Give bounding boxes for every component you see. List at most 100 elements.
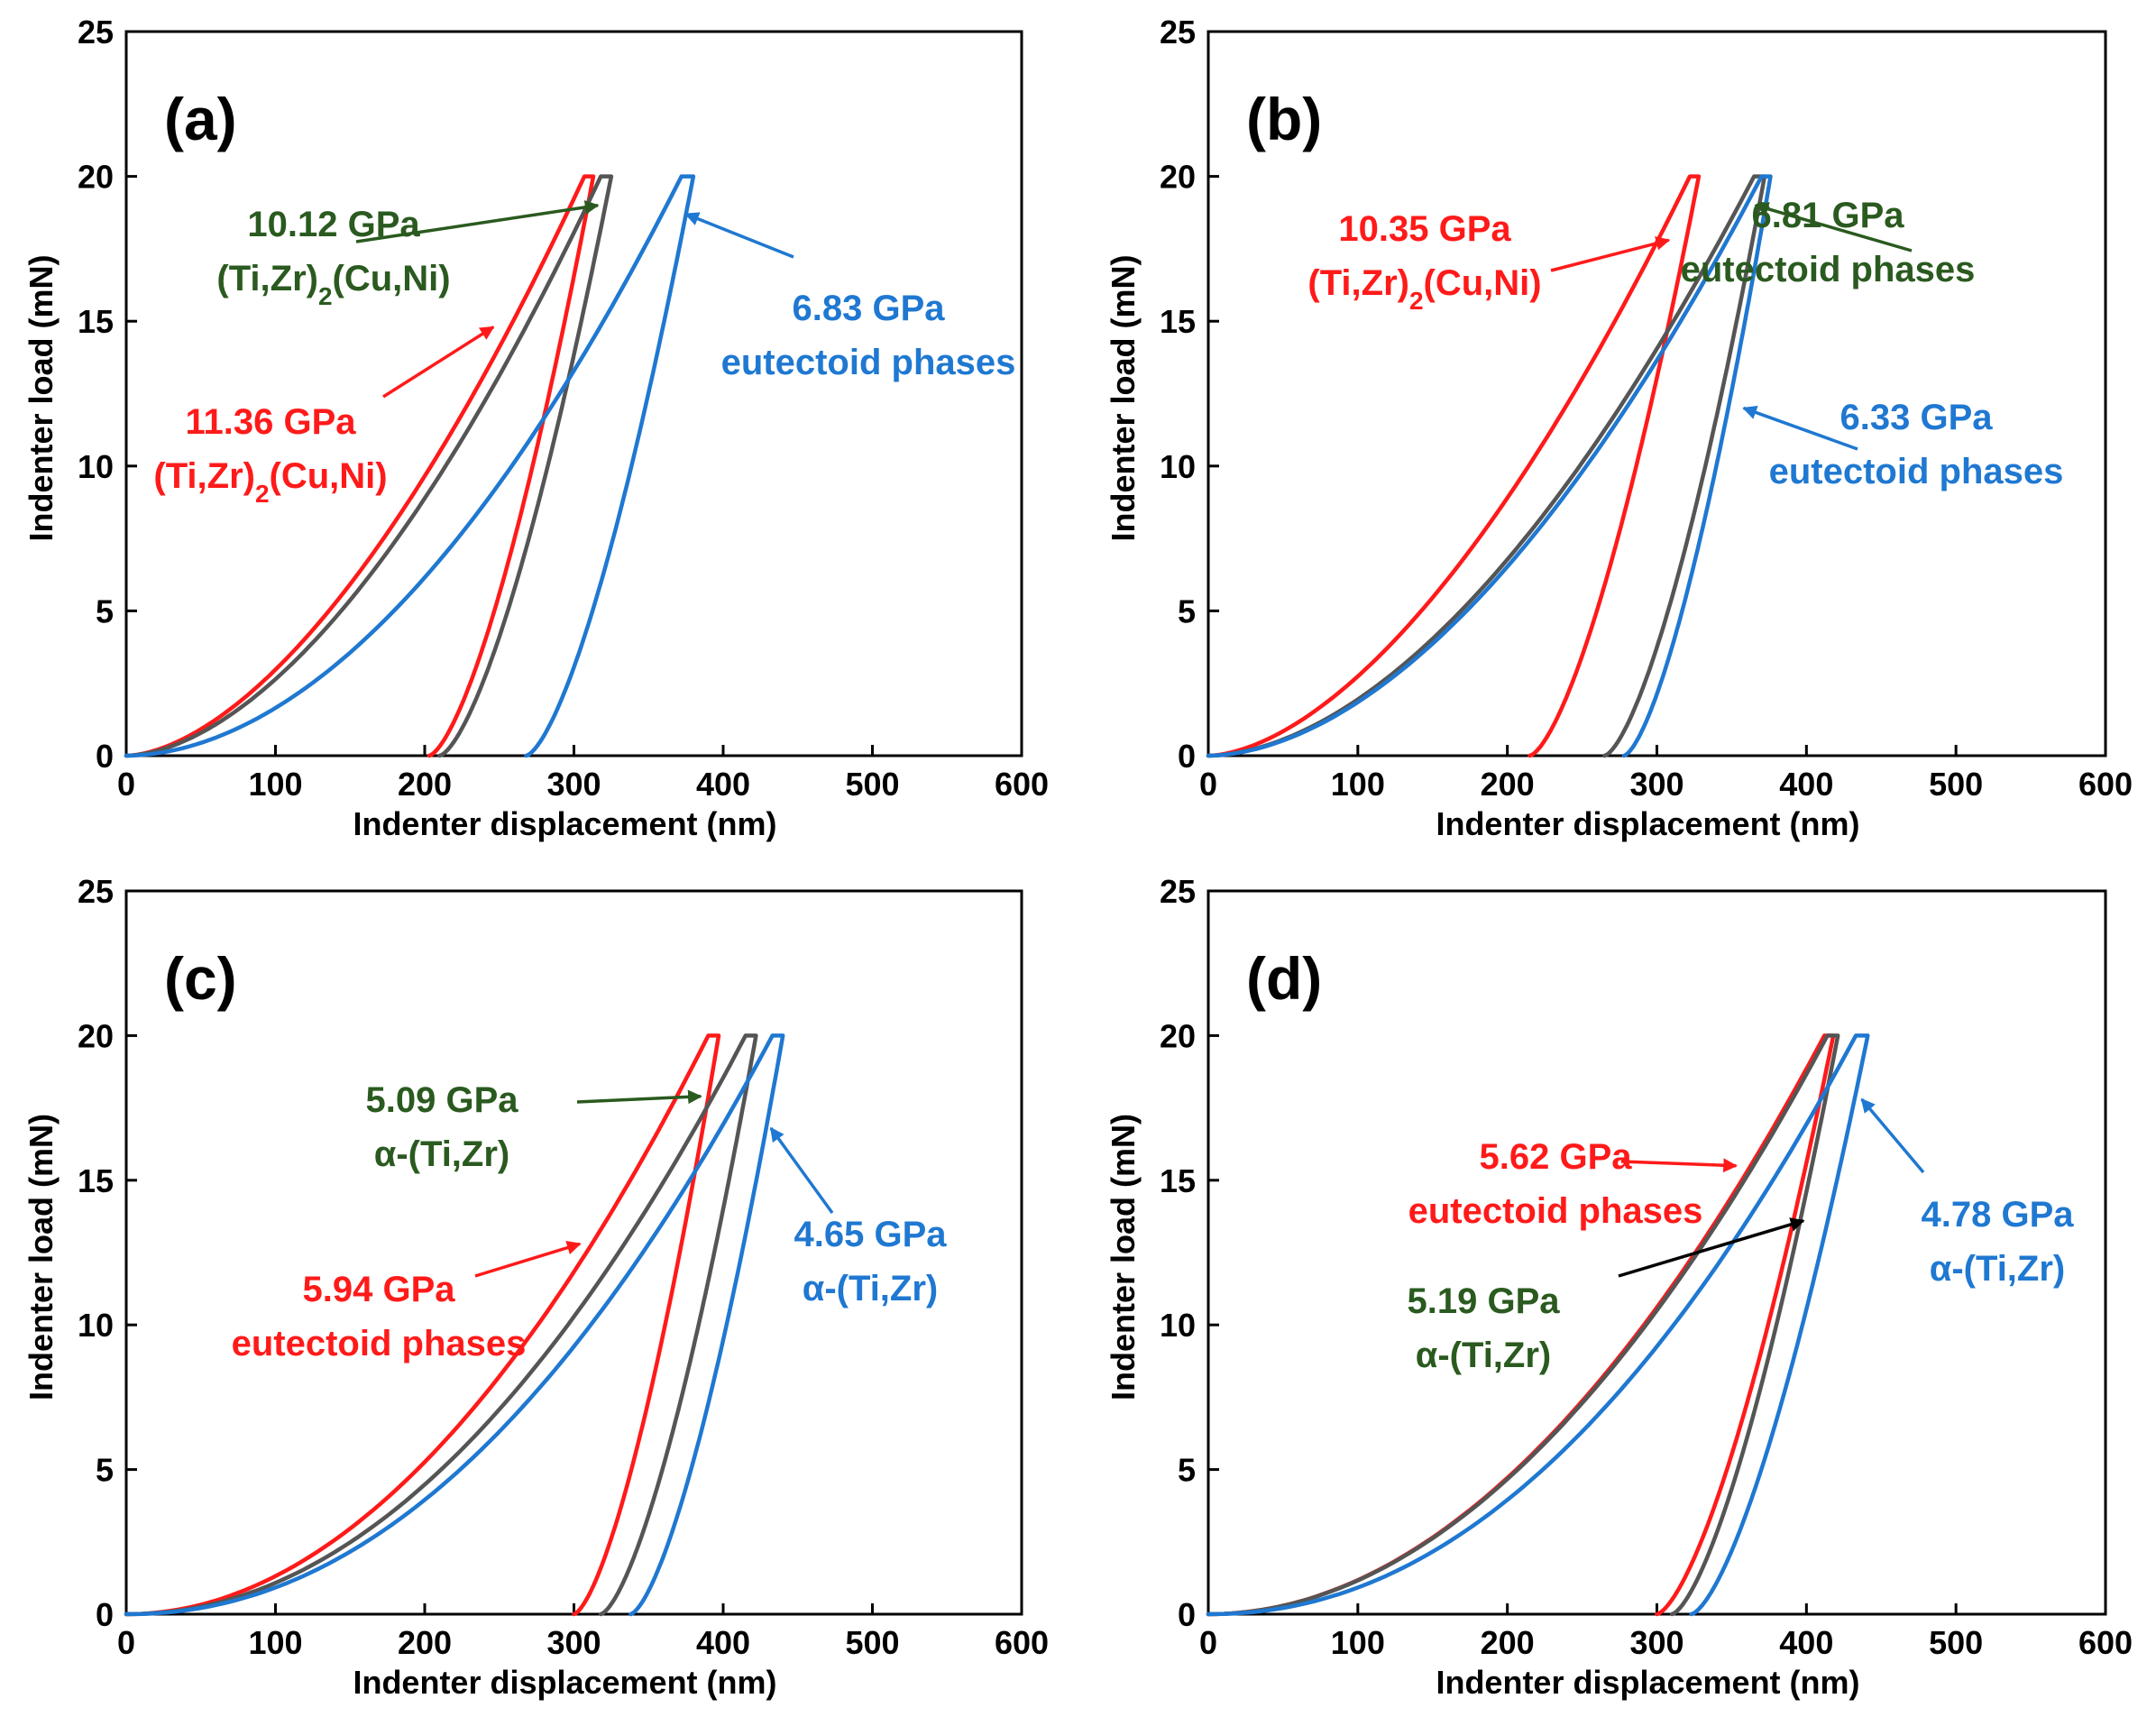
x-axis-label: Indenter displacement (nm): [1436, 805, 1859, 842]
annotation-label: (Ti,Zr)2(Cu,Ni): [216, 259, 450, 310]
panel-d: 0 100 200 300 400 500 600 0 5 10 15 20 25 Indenter di…: [1105, 873, 2133, 1701]
annotation-label: α-(Ti,Zr): [1416, 1336, 1552, 1375]
annotation-label: (Ti,Zr)2(Cu,Ni): [1307, 263, 1541, 315]
y-tick-label: 0: [1178, 1596, 1196, 1633]
series-curve: [124, 1033, 785, 1617]
y-axis-label: Indenter load (mN): [1105, 1114, 1142, 1400]
annotation-label: eutectoid phases: [1681, 250, 1976, 289]
y-tick-label: 5: [96, 592, 114, 629]
x-axis-label: Indenter displacement (nm): [353, 1664, 776, 1701]
x-tick-label: 500: [845, 1624, 899, 1661]
y-tick-label: 5: [96, 1452, 114, 1489]
panel-b: 0 100 200 300 400 500 600 0 5 10 15 20 25 Indenter di…: [1105, 14, 2133, 842]
x-tick-label: 100: [248, 1624, 302, 1661]
y-tick-label: 25: [78, 14, 114, 50]
x-tick-label: 200: [1481, 1624, 1535, 1661]
annotation-arrow: [1742, 405, 1858, 451]
series-curve: [1206, 1033, 1840, 1617]
y-tick-label: 25: [1160, 14, 1196, 50]
x-tick-label: 600: [2078, 1624, 2133, 1661]
x-tick-label: 500: [1929, 766, 1983, 803]
y-tick-label: 20: [1160, 1017, 1196, 1054]
y-tick-label: 5: [1178, 592, 1196, 629]
annotation-arrow: [1860, 1097, 1925, 1174]
panel-label: (d): [1246, 945, 1322, 1012]
series-curve: [124, 174, 596, 758]
x-tick-label: 600: [2078, 766, 2133, 803]
annotation-label: 11.36 GPa: [185, 402, 356, 442]
x-tick-label: 600: [995, 766, 1049, 803]
x-tick-label: 200: [1481, 766, 1535, 803]
series-curve: [124, 1033, 758, 1617]
annotation-label: eutectoid phases: [721, 343, 1016, 382]
annotation-arrow: [474, 1241, 582, 1278]
annotation-label: 6.33 GPa: [1839, 398, 1993, 437]
x-tick-label: 0: [117, 1624, 135, 1661]
annotation-label: (Ti,Zr)2(Cu,Ni): [153, 456, 387, 508]
x-tick-label: 600: [995, 1624, 1049, 1661]
annotation-label: 5.62 GPa: [1479, 1137, 1632, 1177]
y-tick-label: 20: [1160, 159, 1196, 196]
y-tick-label: 5: [1178, 1452, 1196, 1489]
y-tick-label: 10: [78, 448, 114, 485]
annotation-arrow: [1618, 1217, 1805, 1278]
annotation-arrow: [1550, 236, 1671, 272]
panel-a: 0 100 200 300 400 500 600 0 5 10 15 20 25 Indenter di…: [23, 14, 1049, 842]
annotation-label: 5.19 GPa: [1407, 1281, 1560, 1321]
y-tick-label: 20: [78, 1017, 114, 1054]
annotation-label: α-(Ti,Zr): [1930, 1249, 2066, 1289]
panel-label: (a): [164, 86, 237, 152]
x-tick-label: 100: [1331, 766, 1385, 803]
annotation-label: 5.94 GPa: [302, 1270, 455, 1309]
series-curve: [124, 174, 696, 758]
x-tick-label: 0: [1199, 766, 1217, 803]
y-tick-label: 20: [78, 159, 114, 196]
y-tick-label: 25: [78, 873, 114, 910]
annotation-arrow: [684, 212, 794, 259]
annotation-label: eutectoid phases: [1408, 1191, 1703, 1231]
annotation-label: 4.65 GPa: [794, 1215, 947, 1254]
annotation-label: 10.35 GPa: [1338, 209, 1511, 249]
x-tick-label: 300: [546, 766, 601, 803]
x-tick-label: 300: [546, 1624, 601, 1661]
panel-label: (c): [164, 945, 237, 1012]
annotation-label: eutectoid phases: [1769, 452, 2064, 491]
plot-frame: [124, 30, 1023, 757]
x-tick-label: 400: [1779, 1624, 1833, 1661]
x-tick-label: 200: [398, 1624, 452, 1661]
annotation-label: eutectoid phases: [232, 1324, 527, 1363]
annotation-label: 5.09 GPa: [365, 1080, 518, 1120]
x-axis-label: Indenter displacement (nm): [353, 805, 776, 842]
annotation-label: 10.12 GPa: [247, 205, 420, 244]
x-tick-label: 400: [696, 766, 750, 803]
x-tick-label: 0: [1199, 1624, 1217, 1661]
annotation-label: 6.83 GPa: [792, 289, 945, 328]
y-tick-label: 10: [78, 1307, 114, 1344]
series-curve: [124, 174, 614, 758]
y-tick-label: 0: [96, 1596, 114, 1633]
series-curve: [124, 1033, 721, 1617]
x-tick-label: 400: [1779, 766, 1833, 803]
annotation-label: α-(Ti,Zr): [803, 1269, 939, 1308]
annotation-arrow: [1620, 1158, 1738, 1173]
annotation-arrow: [769, 1126, 834, 1215]
x-tick-label: 100: [1331, 1624, 1385, 1661]
y-tick-label: 15: [1160, 1162, 1196, 1199]
x-tick-label: 500: [845, 766, 899, 803]
x-tick-label: 0: [117, 766, 135, 803]
x-tick-label: 500: [1929, 1624, 1983, 1661]
annotation-arrow: [355, 200, 600, 243]
y-tick-label: 15: [78, 303, 114, 340]
annotation-arrow: [576, 1089, 702, 1105]
x-tick-label: 300: [1629, 1624, 1684, 1661]
annotation-arrow: [1754, 202, 1913, 252]
x-tick-label: 200: [398, 766, 452, 803]
y-tick-label: 25: [1160, 873, 1196, 910]
y-axis-label: Indenter load (mN): [23, 254, 60, 541]
y-axis-label: Indenter load (mN): [1105, 254, 1142, 541]
y-tick-label: 10: [1160, 1307, 1196, 1344]
series-curve: [1206, 174, 1702, 758]
y-tick-label: 15: [1160, 303, 1196, 340]
x-axis-label: Indenter displacement (nm): [1436, 1664, 1859, 1701]
